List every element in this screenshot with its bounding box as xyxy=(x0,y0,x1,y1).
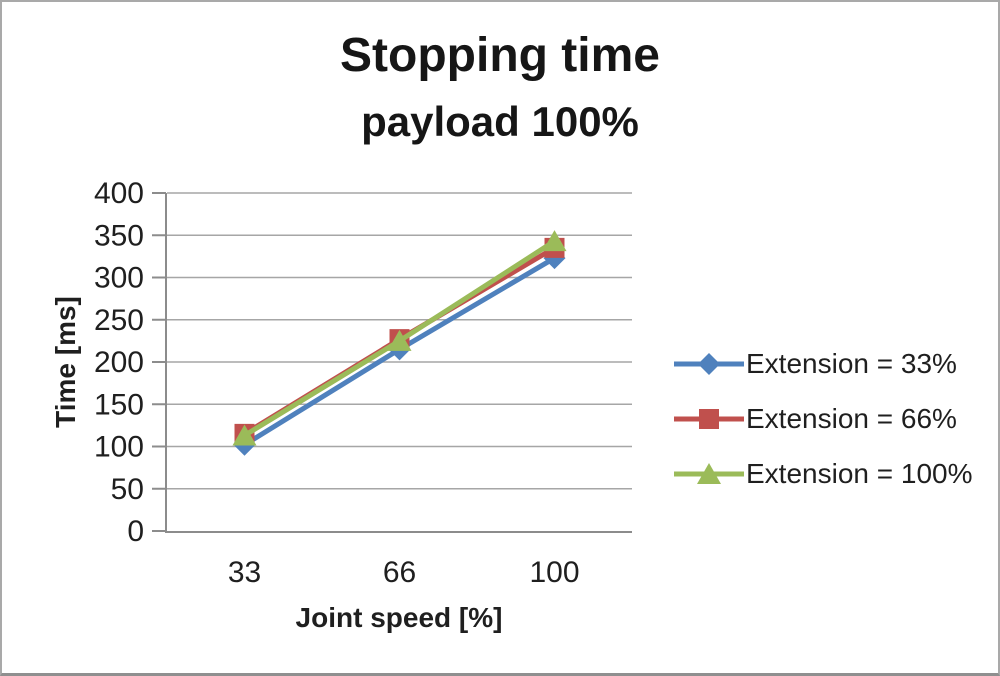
legend-label: Extension = 66% xyxy=(746,402,957,434)
square-marker-icon xyxy=(699,408,719,429)
chart-title: Stopping time xyxy=(340,29,660,82)
x-tick-label: 33 xyxy=(228,556,261,589)
y-tick-label: 250 xyxy=(94,304,144,337)
y-tick-label: 200 xyxy=(94,346,144,379)
y-tick-label: 50 xyxy=(111,473,144,506)
triangle-marker-icon xyxy=(697,462,721,484)
y-axis-title: Time [ms] xyxy=(50,296,81,428)
legend-item: Extension = 33% xyxy=(674,336,973,391)
y-tick-label: 0 xyxy=(127,515,144,548)
triangle-marker-icon xyxy=(542,230,567,252)
legend-item: Extension = 100% xyxy=(674,446,973,501)
triangle-marker-icon xyxy=(232,424,257,446)
x-tick-label: 100 xyxy=(529,556,579,589)
legend: Extension = 33% Extension = 66% Extensio… xyxy=(674,336,973,501)
chart-subtitle: payload 100% xyxy=(361,98,639,145)
legend-label: Extension = 100% xyxy=(746,457,973,489)
x-axis-title: Joint speed [%] xyxy=(295,602,503,633)
legend-marker-square-icon xyxy=(674,408,744,429)
x-tick-label: 66 xyxy=(383,556,416,589)
y-tick-label: 300 xyxy=(94,262,144,295)
y-tick-label: 150 xyxy=(94,388,144,421)
legend-marker-diamond-icon xyxy=(674,352,744,375)
triangle-marker-icon xyxy=(387,329,412,351)
legend-marker-triangle-icon xyxy=(674,462,744,484)
y-tick-label: 100 xyxy=(94,431,144,464)
y-tick-label: 350 xyxy=(94,219,144,252)
y-tick-label: 400 xyxy=(94,177,144,210)
diamond-marker-icon xyxy=(698,352,720,375)
legend-item: Extension = 66% xyxy=(674,391,973,446)
legend-label: Extension = 33% xyxy=(746,347,957,379)
